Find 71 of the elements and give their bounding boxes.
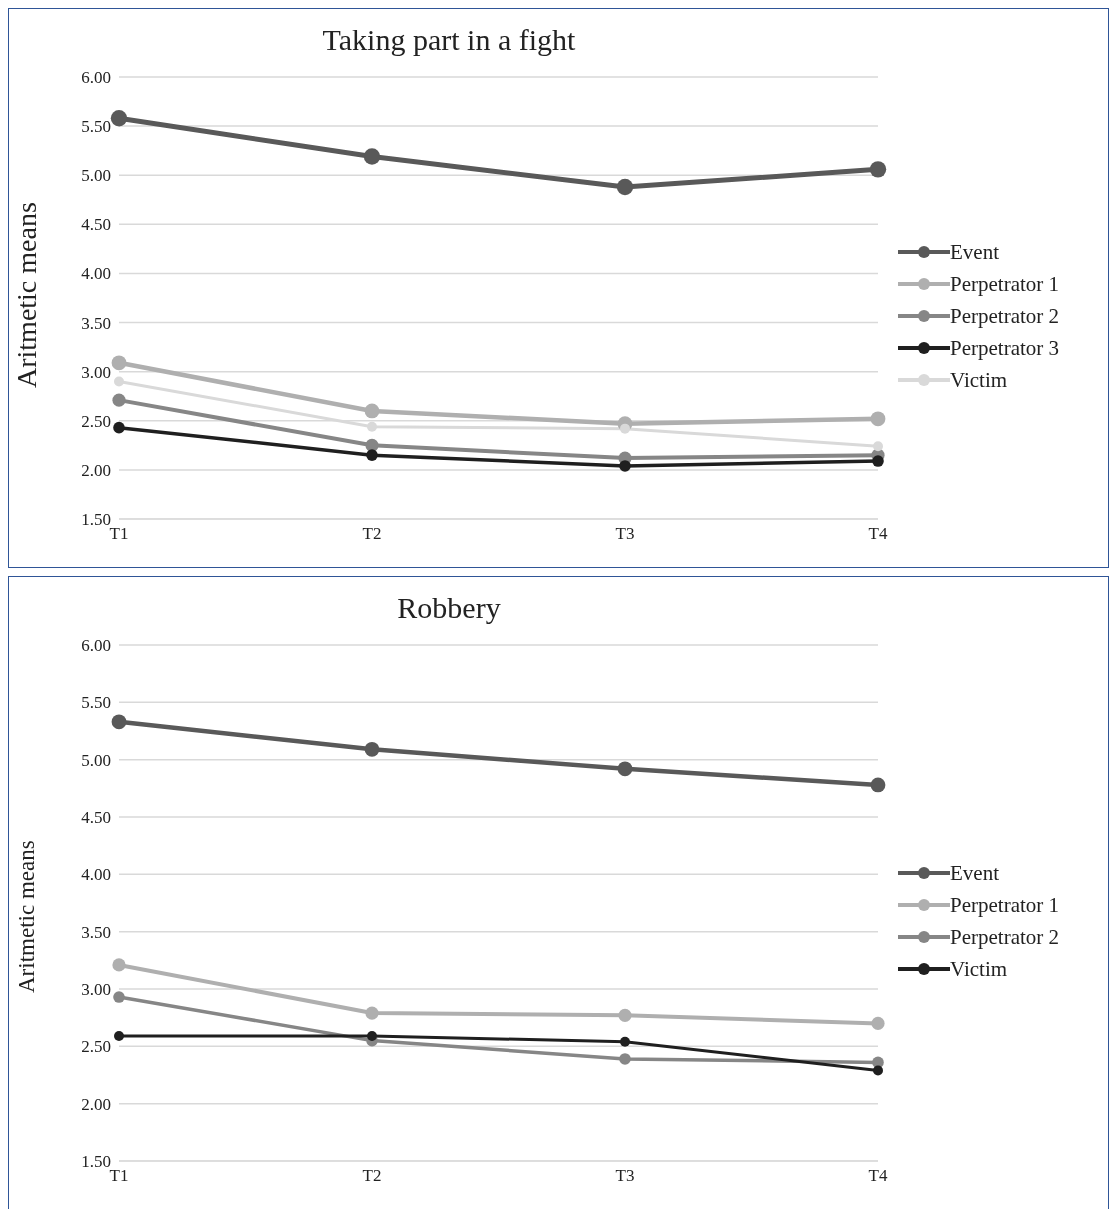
x-tick-label: T1 [109, 524, 129, 544]
y-tick-label: 6.00 [81, 636, 111, 656]
y-tick-label: 1.50 [81, 1152, 111, 1172]
x-tick-label: T1 [109, 1166, 129, 1186]
legend-label: Perpetrator 3 [950, 335, 1060, 361]
y-tick-label: 4.50 [81, 215, 111, 235]
y-tick-label: 3.00 [81, 980, 111, 1000]
y-tick-label: 6.00 [81, 68, 111, 88]
x-tick-label: T3 [615, 1166, 635, 1186]
point [617, 761, 633, 777]
legend-label: Event [950, 239, 999, 265]
point [616, 178, 634, 196]
point [113, 421, 125, 434]
legend-label: Event [950, 860, 999, 886]
point [872, 455, 884, 467]
y-tick-label: 5.50 [81, 117, 111, 137]
point [870, 411, 886, 427]
y-tick-label: 4.00 [81, 264, 111, 284]
y-tick-label: 1.50 [81, 510, 111, 530]
point [367, 1031, 377, 1042]
point [618, 1008, 632, 1022]
point [113, 991, 125, 1003]
y-tick-label: 2.00 [81, 1094, 111, 1114]
y-tick-label: 2.00 [81, 460, 111, 480]
x-tick-label: T2 [362, 1166, 382, 1186]
chart-title: Robbery [396, 591, 502, 625]
x-tick-label: T2 [362, 524, 382, 544]
point [112, 393, 126, 407]
x-tick-label: T4 [868, 1166, 888, 1186]
y-tick-label: 3.50 [81, 313, 111, 333]
legend-label: Perpetrator 2 [950, 303, 1060, 329]
point [620, 423, 630, 434]
y-tick-label: 3.00 [81, 362, 111, 382]
point [873, 1065, 883, 1076]
y-tick-label: 2.50 [81, 1037, 111, 1057]
legend-label: Victim [950, 956, 1008, 982]
point [619, 460, 631, 472]
legend-label: Perpetrator 1 [950, 271, 1060, 297]
y-tick-label: 4.00 [81, 865, 111, 885]
y-tick-label: 4.50 [81, 808, 111, 828]
point [869, 161, 887, 178]
point [870, 777, 886, 793]
point [114, 376, 124, 387]
point [363, 148, 381, 165]
point [364, 403, 380, 419]
y-tick-label: 5.00 [81, 166, 111, 186]
point [365, 1006, 379, 1020]
point [364, 741, 380, 757]
point [367, 421, 377, 432]
point [110, 110, 128, 127]
y-tick-label: 3.50 [81, 922, 111, 942]
point [366, 449, 378, 461]
point [620, 1036, 630, 1047]
x-tick-label: T3 [615, 524, 635, 544]
point [114, 1031, 124, 1042]
legend-label: Victim [950, 367, 1008, 393]
legend-label: Perpetrator 1 [950, 892, 1060, 918]
point [871, 1016, 885, 1030]
y-axis-title: Aritmetic means [10, 202, 42, 388]
y-axis-title: Aritmetic means [14, 840, 40, 993]
y-tick-label: 5.50 [81, 693, 111, 713]
point [873, 441, 883, 452]
y-tick-label: 5.00 [81, 750, 111, 770]
point [619, 1053, 631, 1065]
legend-label: Perpetrator 2 [950, 924, 1060, 950]
point [111, 355, 127, 371]
point [112, 958, 126, 972]
y-tick-label: 2.50 [81, 411, 111, 431]
chart-title: Taking part in a fight [321, 23, 577, 57]
x-tick-label: T4 [868, 524, 888, 544]
point [111, 714, 127, 730]
